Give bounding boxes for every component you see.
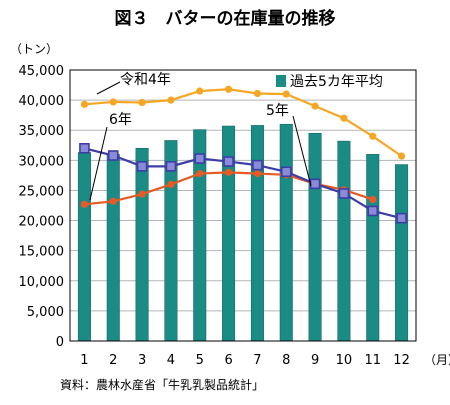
y-axis-ticks: 0 5,000 10,000 15,000 20,000 25,000 30,000 35,0… bbox=[19, 64, 65, 350]
data-point bbox=[338, 188, 350, 199]
data-point bbox=[311, 102, 319, 110]
y-tick-label: 0 bbox=[56, 335, 64, 350]
data-point bbox=[369, 132, 377, 140]
data-point bbox=[282, 90, 290, 98]
y-tick-label: 40,000 bbox=[19, 94, 65, 109]
series-line bbox=[84, 147, 402, 220]
data-point bbox=[253, 89, 262, 98]
label-year5-leader bbox=[292, 115, 312, 187]
data-point bbox=[138, 190, 146, 198]
line-series bbox=[79, 85, 407, 224]
bar bbox=[106, 154, 120, 342]
data-point bbox=[253, 169, 262, 178]
data-point bbox=[194, 153, 206, 164]
x-tick-label: 2 bbox=[109, 353, 117, 368]
data-point bbox=[397, 152, 406, 160]
data-point bbox=[107, 150, 119, 161]
label-year5: 5年 bbox=[266, 103, 312, 187]
data-point bbox=[167, 96, 175, 104]
y-tick-label: 25,000 bbox=[19, 184, 65, 199]
y-tick-label: 20,000 bbox=[19, 215, 65, 230]
x-tick-label: 5 bbox=[196, 353, 204, 368]
legend-label-avg: 過去5カ年平均 bbox=[290, 74, 383, 90]
bar bbox=[250, 125, 264, 342]
plot-frame bbox=[69, 69, 417, 342]
bar bbox=[308, 132, 322, 342]
data-point bbox=[196, 169, 204, 178]
y-axis-unit: （トン） bbox=[10, 42, 58, 56]
x-tick-label: 12 bbox=[393, 353, 410, 368]
y-tick-label: 15,000 bbox=[19, 245, 65, 260]
bar-series bbox=[77, 123, 409, 342]
data-point bbox=[80, 200, 89, 208]
data-point bbox=[138, 98, 146, 107]
bar bbox=[279, 123, 293, 342]
data-point bbox=[109, 197, 117, 205]
bar bbox=[366, 154, 380, 342]
y-tick-label: 45,000 bbox=[19, 64, 65, 79]
x-tick-label: 3 bbox=[138, 353, 146, 368]
x-tick-label: 8 bbox=[282, 353, 290, 368]
label-year6: 6年 bbox=[89, 112, 132, 201]
x-axis-ticks: 1 2 3 4 5 6 7 8 9 10 11 12 bbox=[80, 353, 410, 368]
data-point bbox=[367, 205, 379, 217]
x-tick-label: 4 bbox=[167, 353, 175, 368]
x-tick-label: 6 bbox=[224, 353, 232, 368]
data-point bbox=[109, 98, 117, 106]
chart-title: 図３ バターの在庫量の推移 bbox=[115, 8, 336, 29]
data-point bbox=[309, 178, 321, 190]
x-axis-unit: （月） bbox=[424, 353, 450, 367]
data-point bbox=[80, 100, 89, 108]
data-point bbox=[396, 212, 407, 224]
y-tick-label: 35,000 bbox=[19, 124, 65, 139]
label-reiwa4-text: 令和4年 bbox=[120, 72, 171, 88]
bar bbox=[77, 152, 91, 342]
series-line bbox=[84, 88, 403, 158]
bar bbox=[135, 148, 149, 342]
data-point bbox=[167, 180, 175, 189]
x-tick-label: 7 bbox=[253, 353, 261, 368]
data-point bbox=[136, 161, 148, 172]
label-reiwa4-leader bbox=[96, 81, 121, 95]
y-tick-label: 5,000 bbox=[27, 305, 64, 320]
legend: 過去5カ年平均 bbox=[276, 74, 383, 90]
data-point bbox=[252, 159, 263, 171]
data-point bbox=[79, 142, 90, 154]
bar bbox=[337, 140, 351, 342]
label-year6-text: 6年 bbox=[109, 112, 132, 128]
x-tick-label: 11 bbox=[364, 353, 381, 368]
x-tick-label: 1 bbox=[80, 353, 88, 368]
bar bbox=[395, 164, 409, 342]
data-point bbox=[340, 114, 348, 122]
x-tick-label: 9 bbox=[311, 353, 319, 368]
label-year5-text: 5年 bbox=[266, 103, 289, 119]
data-point bbox=[224, 85, 233, 93]
x-tick-label: 10 bbox=[336, 353, 353, 368]
data-point bbox=[196, 87, 204, 95]
data-point bbox=[280, 166, 292, 178]
label-year6-leader bbox=[89, 126, 108, 201]
data-point bbox=[224, 168, 233, 176]
label-reiwa4: 令和4年 bbox=[96, 72, 171, 95]
y-tick-label: 30,000 bbox=[19, 154, 65, 169]
data-point bbox=[165, 161, 177, 172]
source-note: 資料：農林水産省「牛乳乳製品統計」 bbox=[60, 377, 264, 392]
data-point bbox=[223, 156, 234, 167]
legend-swatch-avg bbox=[276, 75, 286, 87]
y-tick-label: 10,000 bbox=[19, 275, 65, 290]
data-point bbox=[369, 195, 377, 204]
